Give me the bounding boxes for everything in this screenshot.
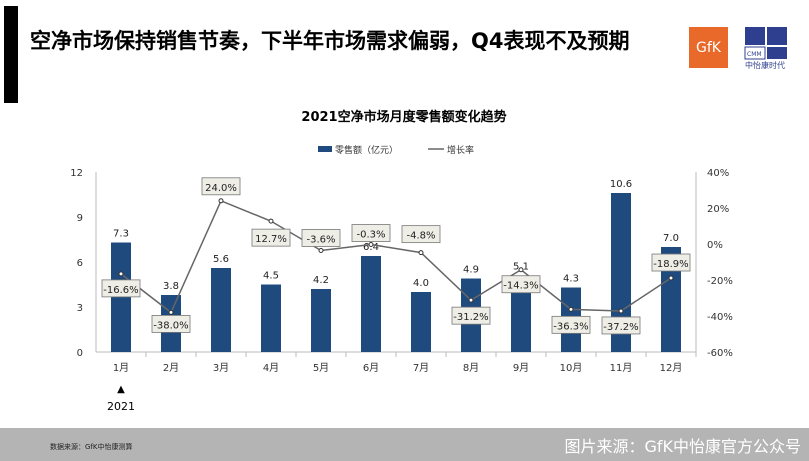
growth-label: 12.7% xyxy=(255,234,287,245)
growth-label: -36.3% xyxy=(553,321,588,332)
right-tick-label: 0% xyxy=(707,240,723,251)
right-tick-label: -60% xyxy=(707,348,733,359)
bar xyxy=(661,247,681,352)
bar-value-label: 4.9 xyxy=(463,265,479,276)
bar-value-label: 7.0 xyxy=(663,233,679,244)
growth-label-box xyxy=(101,279,141,298)
bar xyxy=(311,289,331,352)
bar xyxy=(261,284,281,352)
x-tick-label: 10月 xyxy=(560,362,583,374)
growth-label-box xyxy=(201,177,241,196)
bar-value-label: 3.8 xyxy=(163,281,179,292)
growth-label: -3.6% xyxy=(306,234,335,245)
bar xyxy=(611,193,631,352)
growth-label-box xyxy=(151,314,191,333)
growth-label-box xyxy=(301,229,341,247)
left-tick-label: 12 xyxy=(70,168,83,179)
left-tick-label: 6 xyxy=(77,258,83,269)
bar xyxy=(411,292,431,352)
bar-value-label: 4.2 xyxy=(313,275,329,286)
x-tick-label: 9月 xyxy=(513,362,529,374)
gfk-logo: GfK xyxy=(689,27,728,68)
page-title: 空净市场保持销售节奏，下半年市场需求偏弱，Q4表现不及预期 xyxy=(30,29,630,53)
title-accent-bar xyxy=(4,6,18,103)
data-source: 数据来源：GfK中怡康测算 xyxy=(50,443,133,451)
bar-value-label: 7.3 xyxy=(113,229,129,240)
growth-point xyxy=(468,297,474,303)
growth-label: -18.9% xyxy=(653,259,688,270)
growth-point xyxy=(168,309,174,315)
bar xyxy=(211,268,231,352)
svg-text:CMM: CMM xyxy=(747,51,762,58)
growth-label: -0.3% xyxy=(356,230,385,241)
right-tick-label: -40% xyxy=(707,312,733,323)
growth-point xyxy=(418,250,424,256)
growth-point xyxy=(668,275,674,281)
growth-point xyxy=(118,271,124,277)
svg-text:中怡康时代: 中怡康时代 xyxy=(745,60,785,70)
bar-value-label: 5.6 xyxy=(213,254,229,265)
growth-point xyxy=(318,247,324,253)
x-tick-label: 2月 xyxy=(163,362,179,374)
x-tick-label: 5月 xyxy=(313,362,329,374)
growth-point xyxy=(518,267,524,273)
bar-value-label: 4.0 xyxy=(413,278,429,289)
bar xyxy=(511,275,531,352)
growth-label: -38.0% xyxy=(153,320,188,331)
growth-label-box xyxy=(601,316,641,335)
bar-value-label: 5.1 xyxy=(513,262,529,273)
right-tick-label: 40% xyxy=(707,168,729,179)
x-tick-label: 4月 xyxy=(263,362,279,374)
growth-point xyxy=(568,306,574,312)
year-marker-icon: ▲ xyxy=(117,384,125,395)
x-tick-label: 1月 xyxy=(113,362,129,374)
growth-label-box xyxy=(451,306,491,325)
bar xyxy=(361,256,381,352)
year-annotation: 2021 xyxy=(107,400,135,413)
growth-point xyxy=(218,198,224,204)
growth-label: -16.6% xyxy=(103,285,138,296)
left-tick-label: 9 xyxy=(77,213,83,224)
growth-label: -14.3% xyxy=(503,281,538,292)
x-tick-label: 3月 xyxy=(213,362,229,374)
x-tick-label: 7月 xyxy=(413,362,429,374)
watermark: 图片来源：GfK中怡康官方公众号 xyxy=(564,437,801,456)
legend-line-label: 增长率 xyxy=(447,144,474,156)
growth-point xyxy=(268,218,274,224)
left-tick-label: 0 xyxy=(77,348,83,359)
legend-bar-swatch xyxy=(318,146,332,152)
footer: 数据来源：GfK中怡康测算 图片来源：GfK中怡康官方公众号 xyxy=(0,428,809,461)
bar-value-label: 6.4 xyxy=(363,242,379,253)
growth-label: 24.0% xyxy=(205,183,237,194)
bar-value-label: 4.5 xyxy=(263,271,279,282)
growth-point xyxy=(368,242,374,248)
x-tick-label: 8月 xyxy=(463,362,479,374)
growth-label: -37.2% xyxy=(603,322,638,333)
chart-title: 2021空净市场月度零售额变化趋势 xyxy=(301,109,506,125)
right-tick-label: 20% xyxy=(707,204,729,215)
x-tick-label: 6月 xyxy=(363,362,379,374)
growth-label-box xyxy=(351,224,391,242)
x-tick-label: 11月 xyxy=(610,362,633,374)
bar-value-label: 4.3 xyxy=(563,274,579,285)
growth-point xyxy=(618,308,624,314)
growth-label-box xyxy=(251,228,291,247)
growth-line xyxy=(120,199,672,314)
growth-label-box xyxy=(551,315,591,334)
growth-label: -4.8% xyxy=(406,231,435,242)
right-tick-label: -20% xyxy=(707,276,733,287)
growth-label-box xyxy=(501,275,541,294)
growth-label-box xyxy=(401,225,441,244)
growth-label: -31.2% xyxy=(453,312,488,323)
bar-value-label: 10.6 xyxy=(610,179,632,190)
left-tick-label: 3 xyxy=(77,303,83,314)
growth-label-box xyxy=(651,253,691,272)
cmm-logo: CMM 中怡康时代 xyxy=(744,27,787,70)
legend-bar-label: 零售额（亿元） xyxy=(335,144,398,156)
x-tick-label: 12月 xyxy=(660,362,683,374)
